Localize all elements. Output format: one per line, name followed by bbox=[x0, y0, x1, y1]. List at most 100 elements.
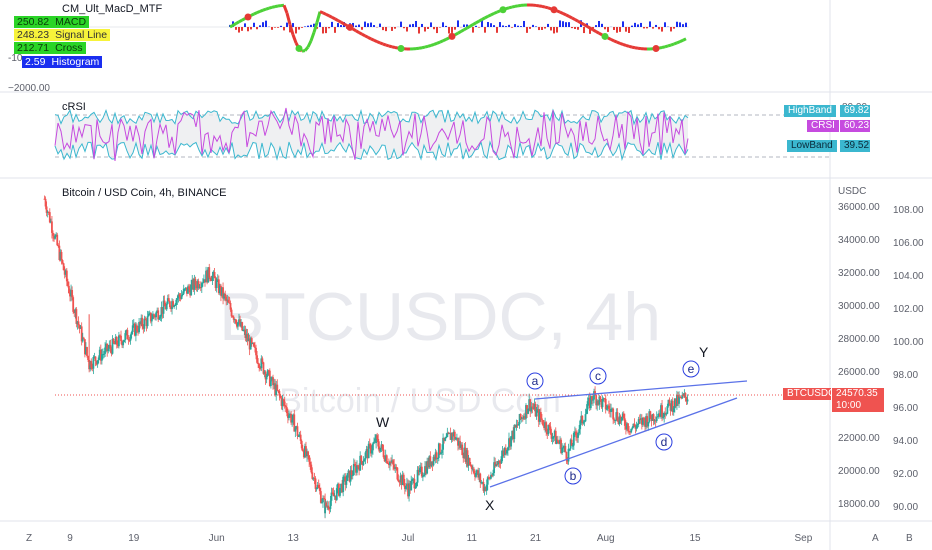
percent-axis[interactable]: 108.00 106.00 104.00 102.00 100.00 98.00 96.00… bbox=[893, 205, 924, 513]
candle-body bbox=[452, 431, 455, 437]
candle-body bbox=[272, 377, 274, 386]
macd-line-segment bbox=[454, 31, 459, 37]
macd-line-segment bbox=[661, 45, 666, 49]
candle-body bbox=[325, 502, 328, 507]
candle-body bbox=[145, 319, 148, 327]
log-scale-button[interactable]: B bbox=[906, 533, 913, 544]
time-axis-tick: 19 bbox=[128, 533, 140, 544]
macd-histogram-bar bbox=[394, 27, 396, 29]
candle-body bbox=[384, 455, 387, 462]
candle-body bbox=[122, 341, 125, 346]
macd-line-segment bbox=[460, 28, 465, 33]
macd-histogram-bar bbox=[676, 21, 678, 27]
candle-body bbox=[277, 390, 280, 392]
macd-line-segment bbox=[436, 40, 441, 45]
macd-line-segment bbox=[367, 36, 372, 41]
macd-cross-dot bbox=[397, 45, 405, 53]
wave-circle-d[interactable]: d bbox=[655, 433, 673, 451]
wave-circle-a[interactable]: a bbox=[526, 372, 544, 390]
candle-body bbox=[626, 423, 628, 430]
zoom-button[interactable]: Z bbox=[26, 533, 32, 544]
wave-label-y[interactable]: Y bbox=[699, 344, 709, 360]
candle-body bbox=[637, 419, 640, 424]
macd-title[interactable]: CM_Ult_MacD_MTF bbox=[62, 3, 163, 15]
candle-body bbox=[403, 483, 406, 489]
macd-line-segment bbox=[514, 4, 519, 8]
macd-histogram-bar bbox=[487, 22, 489, 27]
candle-body bbox=[262, 362, 265, 374]
candle-body bbox=[160, 307, 163, 317]
macd-histogram-bar bbox=[427, 27, 429, 30]
candle-body bbox=[251, 342, 254, 344]
price-axis[interactable]: 36000.00 34000.00 32000.00 30000.00 28000.00… bbox=[838, 202, 880, 510]
macd-histogram-bar bbox=[604, 27, 606, 30]
candle-body bbox=[578, 429, 581, 433]
macd-histogram-bar bbox=[322, 27, 324, 34]
candle-body bbox=[57, 245, 60, 247]
candle-body bbox=[546, 431, 549, 435]
wave-label-x[interactable]: X bbox=[485, 497, 495, 513]
candle-body bbox=[465, 450, 468, 462]
macd-histogram-bar bbox=[430, 22, 432, 27]
candle-body bbox=[46, 211, 49, 213]
candle-body bbox=[631, 427, 634, 429]
candle-body bbox=[461, 444, 464, 456]
time-axis-tick: Sep bbox=[795, 533, 813, 544]
candle-body bbox=[65, 270, 68, 282]
candle-body bbox=[372, 443, 374, 451]
candle-body bbox=[510, 436, 513, 447]
wave-circle-e[interactable]: e bbox=[682, 360, 700, 378]
price-axis-tick: 34000.00 bbox=[838, 235, 880, 246]
crsi-title[interactable]: cRSI bbox=[62, 101, 86, 113]
candle-body bbox=[43, 198, 46, 200]
macd-histogram-bar bbox=[262, 22, 264, 27]
candle-body bbox=[532, 407, 535, 409]
macd-histogram-bar bbox=[493, 25, 495, 27]
wave-label-w[interactable]: W bbox=[376, 414, 390, 430]
candle-body bbox=[214, 278, 217, 289]
candle-body bbox=[90, 361, 93, 368]
candle-body bbox=[158, 318, 161, 320]
wave-circle-b[interactable]: b bbox=[564, 467, 582, 485]
candle-body bbox=[487, 477, 490, 479]
candle-body bbox=[415, 482, 418, 487]
time-axis-tick: Jun bbox=[209, 533, 225, 544]
candle-body bbox=[527, 409, 530, 414]
time-axis[interactable]: 9 19 Jun 13 Jul 11 21 Aug 15 Sep bbox=[67, 533, 813, 544]
wedge-upper-line[interactable] bbox=[534, 380, 748, 400]
candle-body bbox=[59, 251, 62, 260]
candle-body bbox=[109, 344, 112, 349]
macd-histogram-bar bbox=[286, 22, 288, 27]
candle-body bbox=[191, 279, 194, 285]
candle-body bbox=[600, 399, 603, 408]
histogram-value: 2.59 bbox=[22, 56, 49, 68]
candle-body bbox=[430, 461, 433, 467]
candle-body bbox=[522, 416, 525, 419]
macd-line-segment bbox=[312, 21, 319, 33]
macd-line-segment bbox=[265, 6, 270, 11]
candle-body bbox=[179, 296, 182, 299]
macd-line-segment bbox=[427, 43, 432, 48]
candle-body bbox=[402, 474, 405, 484]
candle-body bbox=[613, 419, 616, 421]
candle-body bbox=[188, 286, 190, 289]
macd-line-segment bbox=[511, 4, 516, 9]
candle-body bbox=[535, 410, 538, 417]
symbol-title[interactable]: Bitcoin / USD Coin, 4h, BINANCE bbox=[62, 187, 227, 199]
macd-histogram-bar bbox=[511, 27, 513, 28]
macd-histogram-bar bbox=[352, 22, 354, 27]
macd-histogram-bar bbox=[628, 27, 630, 33]
macd-histogram-bar bbox=[475, 25, 477, 27]
macd-line-segment bbox=[238, 18, 243, 24]
candle-body bbox=[496, 463, 499, 465]
wedge-lower-line[interactable] bbox=[489, 397, 738, 488]
auto-scale-button[interactable]: A bbox=[872, 533, 879, 544]
wave-circle-c[interactable]: c bbox=[589, 367, 607, 385]
macd-cross-dot bbox=[448, 32, 456, 40]
candle-body bbox=[628, 430, 630, 432]
candle-body bbox=[137, 331, 139, 333]
candle-body bbox=[460, 444, 463, 448]
macd-histogram-bar bbox=[448, 27, 450, 34]
candle-body bbox=[116, 344, 119, 347]
